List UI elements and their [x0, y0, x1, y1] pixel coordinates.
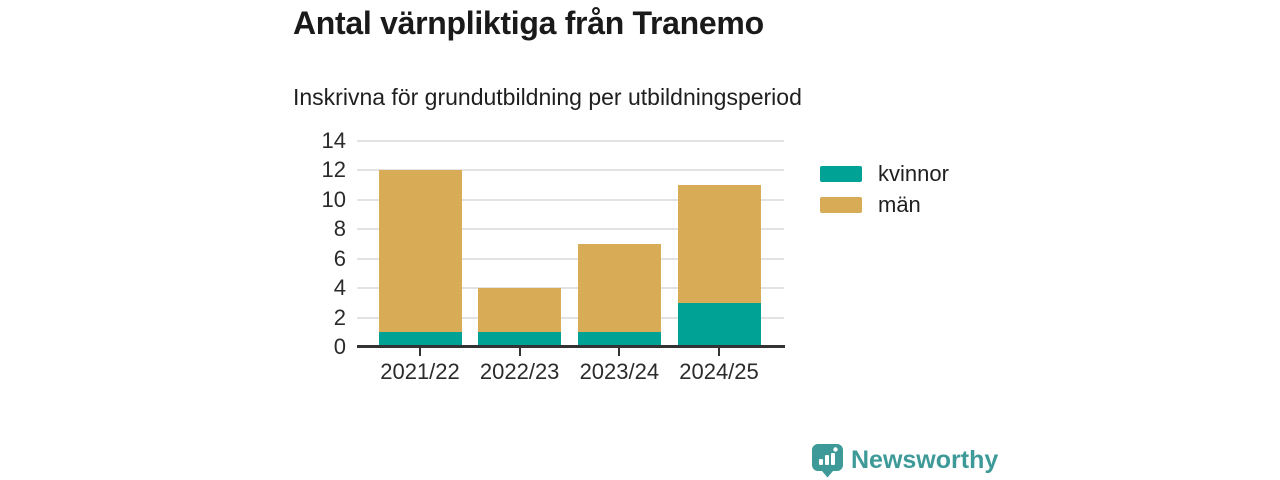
x-tick-label: 2024/25: [679, 359, 759, 384]
gridline: [357, 198, 784, 201]
y-tick-label: 8: [333, 216, 346, 242]
y-tick-label: 2: [333, 304, 346, 330]
x-axis-line: [357, 345, 785, 348]
gridline: [357, 169, 784, 172]
y-tick-label: 0: [333, 334, 346, 359]
gridline: [357, 140, 784, 142]
x-tick-label: 2021/22: [380, 359, 460, 384]
y-tick-label: 6: [333, 245, 346, 271]
brand-footer: Newsworthy: [811, 443, 998, 478]
bar-segment-män: [677, 185, 761, 303]
legend-swatch: [820, 166, 862, 182]
bar-segment-kvinnor: [677, 302, 761, 347]
x-tick-mark: [718, 348, 720, 356]
y-tick-label: 10: [321, 186, 346, 212]
y-tick-label: 12: [321, 157, 346, 183]
bar-segment-kvinnor: [478, 332, 562, 347]
page-title: Antal värnpliktiga från Tranemo: [293, 5, 764, 41]
bar-segment-kvinnor: [378, 332, 462, 347]
gridline: [357, 287, 784, 290]
legend-label: män: [878, 192, 921, 217]
gridline: [357, 316, 784, 319]
bar-segment-kvinnor: [577, 332, 661, 347]
legend-swatch: [820, 197, 862, 213]
gridline: [357, 228, 784, 231]
newsworthy-logo-icon: [812, 444, 843, 478]
chart-subtitle: Inskrivna för grundutbildning per utbild…: [293, 84, 802, 110]
gridline: [357, 257, 784, 260]
legend: kvinnor män: [820, 161, 949, 228]
bar-segment-män: [577, 244, 661, 333]
legend-label: kvinnor: [878, 161, 949, 186]
x-tick-label: 2023/24: [579, 359, 660, 384]
x-tick-label: 2022/23: [479, 359, 560, 384]
x-tick-mark: [518, 348, 521, 356]
legend-item-kvinnor: kvinnor: [820, 161, 949, 186]
y-tick-label: 14: [321, 128, 346, 153]
bar-segment-män: [478, 288, 562, 333]
legend-item-män: män: [820, 192, 949, 217]
x-tick-mark: [419, 348, 421, 356]
x-tick-mark: [618, 348, 621, 356]
y-tick-label: 4: [333, 275, 346, 301]
bar-segment-män: [378, 170, 462, 333]
plot-area: [357, 140, 784, 347]
brand-name: Newsworthy: [851, 446, 999, 474]
